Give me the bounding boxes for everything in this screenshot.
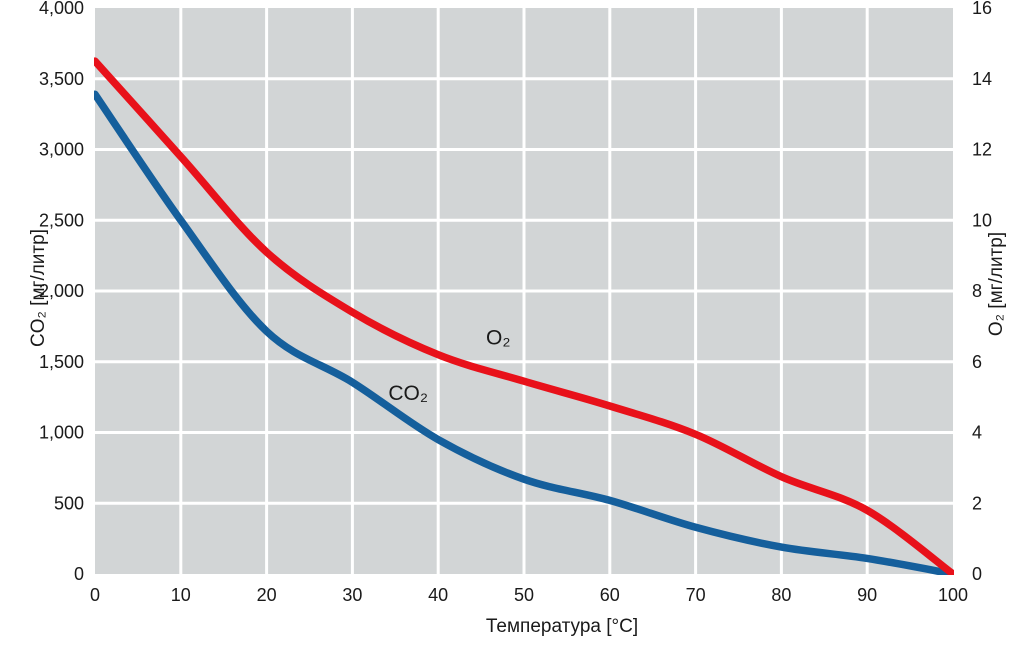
svg-text:1,000: 1,000: [39, 423, 84, 443]
svg-text:16: 16: [972, 0, 992, 18]
svg-text:6: 6: [972, 352, 982, 372]
svg-text:0: 0: [972, 564, 982, 584]
svg-text:10: 10: [171, 585, 191, 605]
svg-text:2,000: 2,000: [39, 281, 84, 301]
svg-text:0: 0: [74, 564, 84, 584]
svg-text:20: 20: [257, 585, 277, 605]
o2-curve: [94, 57, 954, 575]
co2-curve-label: CO₂: [388, 382, 428, 405]
svg-text:60: 60: [600, 585, 620, 605]
svg-text:10: 10: [972, 210, 992, 230]
svg-text:12: 12: [972, 140, 992, 160]
svg-text:40: 40: [428, 585, 448, 605]
svg-text:80: 80: [771, 585, 791, 605]
y-axis-left-ticks: 4,000 3,500 3,000 2,500 2,000 1,500 1,000 500 0: [39, 0, 84, 584]
svg-text:90: 90: [857, 585, 877, 605]
right-axis-title: O₂ [мг/литр]: [986, 231, 1007, 337]
co2-curve: [94, 90, 954, 575]
svg-text:3,500: 3,500: [39, 69, 84, 89]
left-axis-title: CO₂ [мг/литр]: [28, 229, 49, 347]
x-axis-ticks: 0 10 20 30 40 50 60 70 80 90 100: [90, 585, 968, 605]
x-axis-title: Температура [°C]: [485, 616, 639, 637]
svg-text:2,500: 2,500: [39, 210, 84, 230]
svg-text:30: 30: [342, 585, 362, 605]
svg-text:4,000: 4,000: [39, 0, 84, 18]
svg-text:100: 100: [938, 585, 968, 605]
svg-text:14: 14: [972, 69, 992, 89]
svg-text:8: 8: [972, 281, 982, 301]
svg-text:4: 4: [972, 423, 982, 443]
svg-text:2: 2: [972, 493, 982, 513]
gridlines: [95, 8, 953, 574]
svg-text:1,500: 1,500: [39, 352, 84, 372]
svg-text:70: 70: [686, 585, 706, 605]
svg-text:50: 50: [514, 585, 534, 605]
svg-text:0: 0: [90, 585, 100, 605]
y-axis-right-ticks: 16 14 12 10 8 6 4 2 0: [972, 0, 992, 584]
o2-curve-label: O₂: [486, 327, 511, 350]
svg-text:3,000: 3,000: [39, 140, 84, 160]
svg-text:500: 500: [54, 493, 84, 513]
